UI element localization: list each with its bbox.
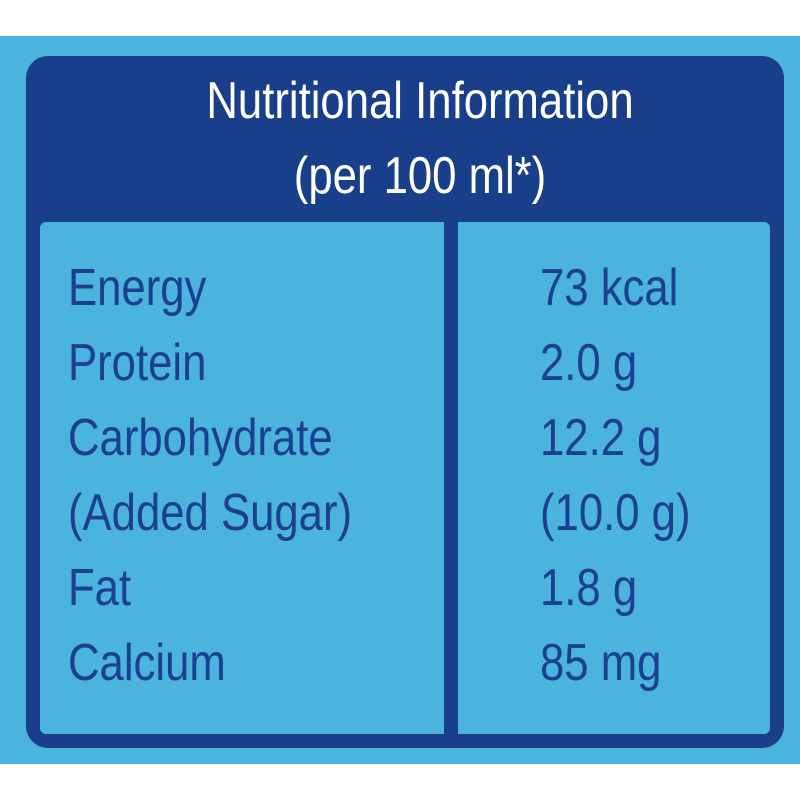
- table: Energy 73 kcal Protein 2.0 g Carbohydrate 12.…: [68, 260, 691, 692]
- nutrient-name: Fat: [68, 560, 131, 617]
- cell-group: 1.8 g: [540, 560, 637, 617]
- cell-group: (10.0 g): [540, 485, 691, 542]
- column-divider: [444, 222, 458, 734]
- nutrient-value: 1.8 g: [540, 560, 637, 617]
- nutrient-name: (Added Sugar): [68, 485, 352, 542]
- nutrient-value: 12.2 g: [540, 410, 661, 467]
- cell-group: Calcium: [68, 635, 226, 692]
- nutrient-value: 85 mg: [540, 635, 661, 692]
- nutrient-name: Protein: [68, 335, 206, 392]
- cell-group: 85 mg: [540, 635, 661, 692]
- header: Nutritional Information (per 100 ml*): [206, 73, 633, 205]
- nutrient-name: Calcium: [68, 635, 226, 692]
- cell-group: Carbohydrate: [68, 410, 333, 467]
- cell-group: Fat: [68, 560, 131, 617]
- nutrient-value: 2.0 g: [540, 335, 637, 392]
- cell-group: 73 kcal: [540, 260, 678, 317]
- subtitle: (per 100 ml*): [294, 148, 546, 205]
- nutrient-value: (10.0 g): [540, 485, 691, 542]
- cell-group: 2.0 g: [540, 335, 637, 392]
- nutrient-name: Carbohydrate: [68, 410, 333, 467]
- cell-group: Protein: [68, 335, 206, 392]
- table-area: [40, 222, 770, 734]
- nutrient-name: Energy: [68, 260, 206, 317]
- title: Nutritional Information: [206, 73, 633, 130]
- cell-group: 12.2 g: [540, 410, 661, 467]
- nutrient-value: 73 kcal: [540, 260, 678, 317]
- cell-group: Energy: [68, 260, 206, 317]
- cell-group: (Added Sugar): [68, 485, 352, 542]
